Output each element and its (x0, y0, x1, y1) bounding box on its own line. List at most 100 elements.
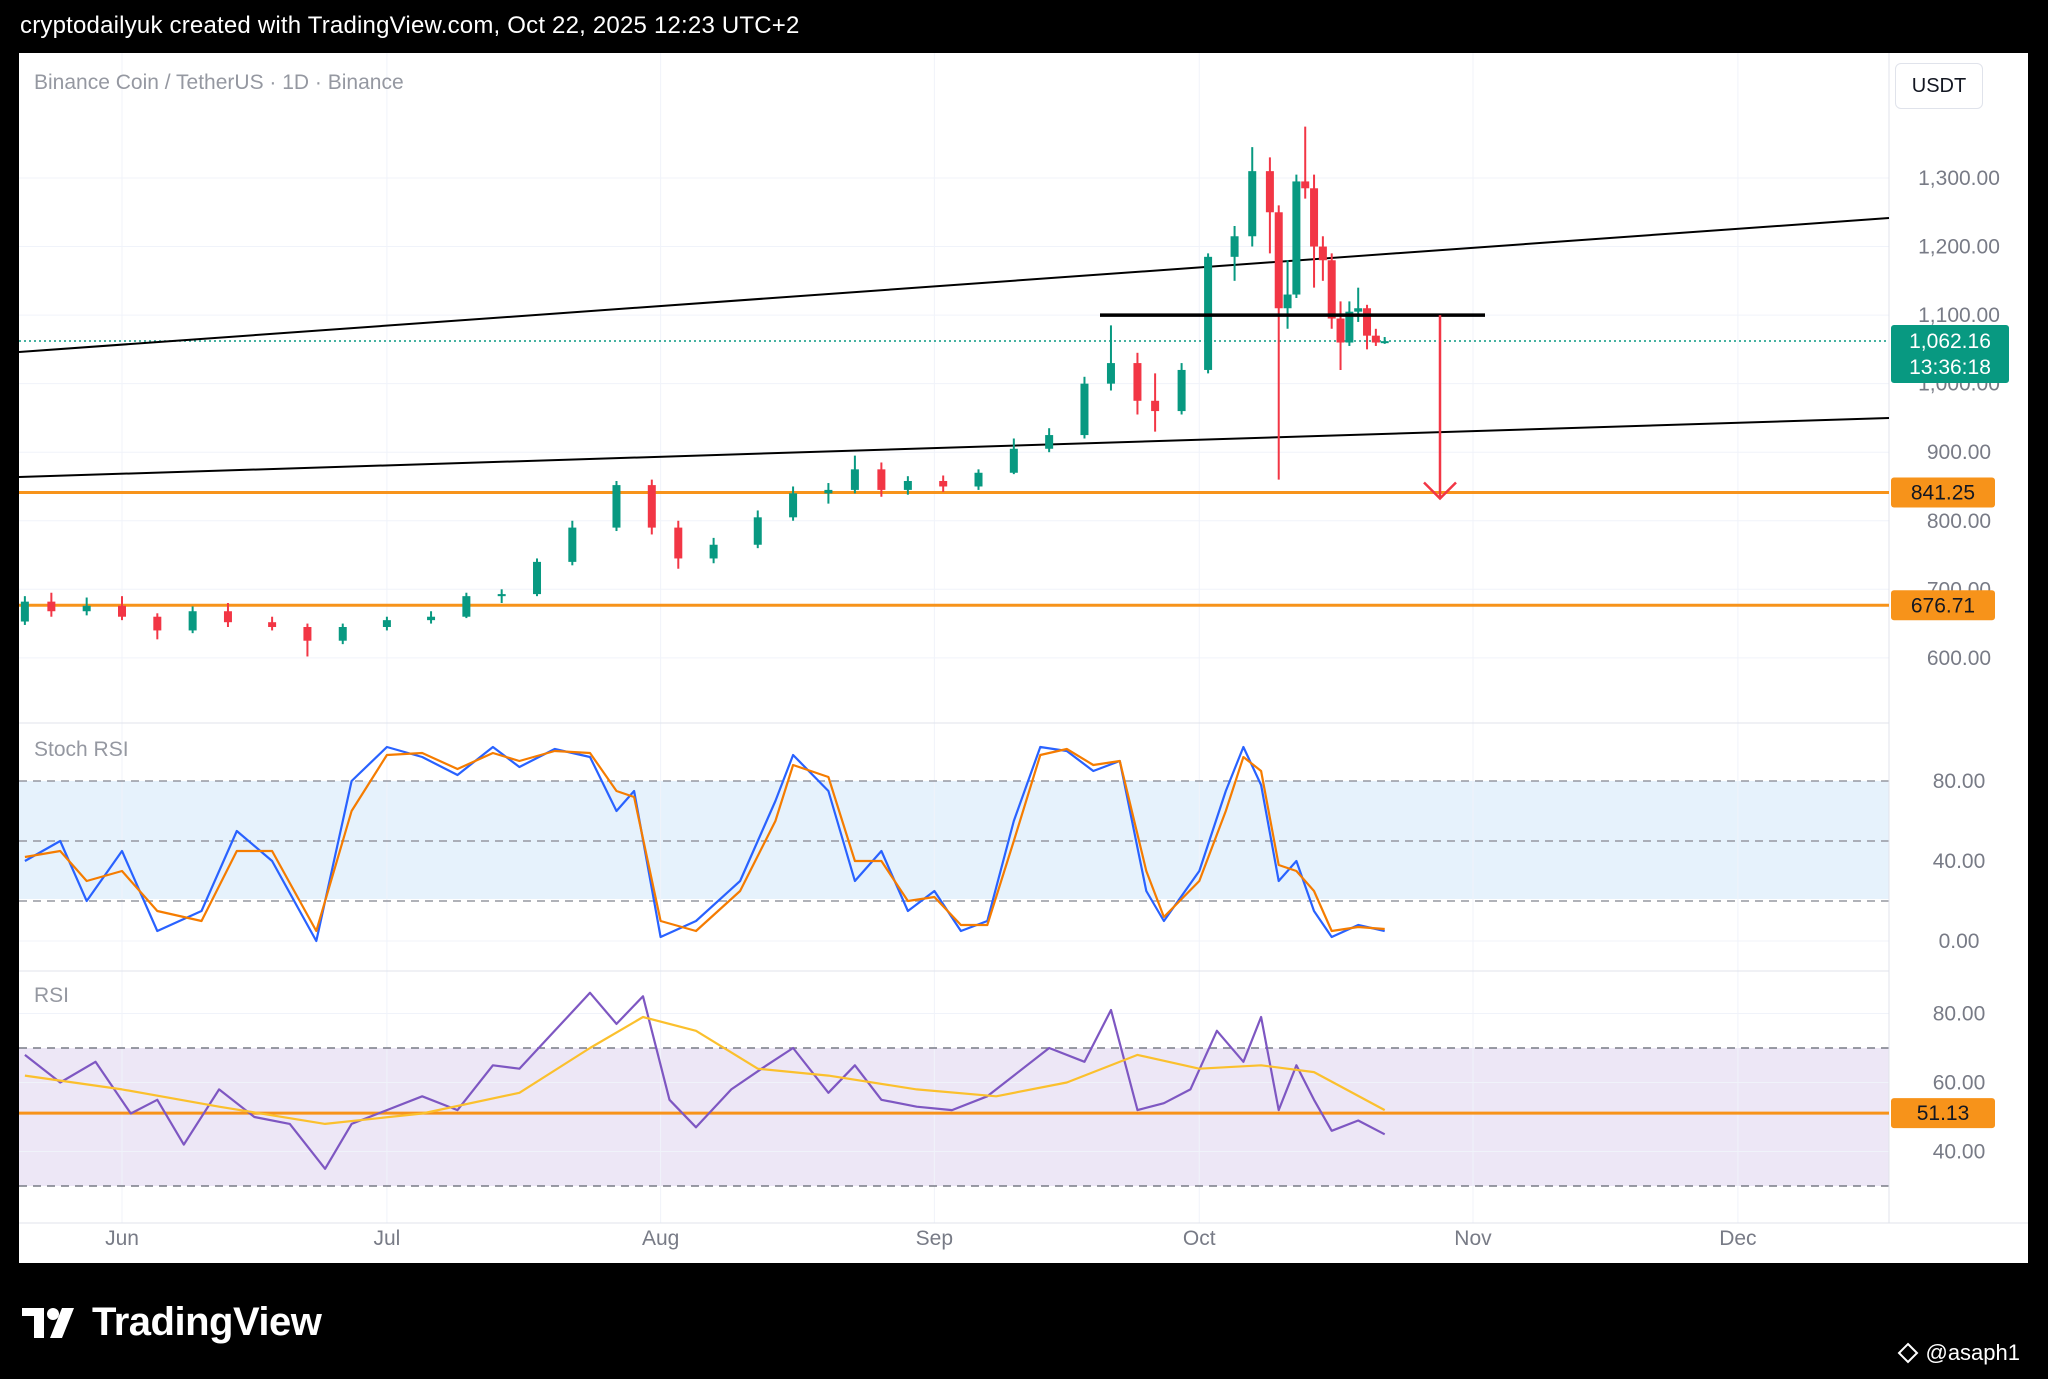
target-arrow (1423, 315, 1457, 501)
price-tick-label: 1,300.00 (1918, 167, 2000, 190)
candle-body (427, 616, 436, 621)
stoch-tick-label: 80.00 (1933, 770, 1986, 793)
candle-body (903, 480, 912, 490)
stoch-rsi-title: Stoch RSI (34, 738, 129, 761)
candle-body (877, 469, 886, 490)
candle-body (153, 616, 162, 631)
level-tag-bg (1891, 590, 1995, 621)
candle-body (188, 611, 197, 631)
candle-body (674, 527, 683, 559)
grid-lines (19, 53, 2028, 1224)
author-handle: @asaph1 (1925, 1340, 2020, 1365)
candle-body (1274, 212, 1283, 309)
candle-body (1106, 363, 1115, 384)
candle-body (1371, 335, 1380, 343)
time-tick-label: Oct (1183, 1227, 1216, 1250)
candle-body (824, 489, 833, 494)
candle-body (1009, 448, 1018, 473)
candle-body (647, 485, 656, 528)
time-tick-label: Nov (1454, 1227, 1492, 1250)
price-tags: 841.25 676.71 51.13 1,062.16 13:36:18 (1891, 325, 2009, 1129)
candle-body (753, 517, 762, 545)
level-tag-text: 676.71 (1911, 594, 1975, 617)
stoch-tick-label: 40.00 (1933, 850, 1986, 873)
rsi-series-2 (24, 1015, 1386, 1126)
currency-button[interactable]: USDT (1895, 63, 1983, 109)
stoch-rsi-band (19, 781, 1889, 899)
candle-body (533, 561, 542, 595)
stoch-rsi-series-2 (24, 747, 1385, 933)
candle-body (709, 544, 718, 559)
candle-body (1363, 308, 1372, 336)
author-credit: @asaph1 (1897, 1340, 2020, 1366)
price-axis: 1,300.001,200.001,100.001,000.00900.0080… (1918, 167, 2000, 1164)
time-tick-label: Dec (1719, 1227, 1756, 1250)
candle-body (974, 472, 983, 487)
candle-body (1230, 236, 1239, 257)
candle-body (1045, 435, 1054, 449)
price-tick-label: 900.00 (1927, 441, 1991, 464)
candle-body (939, 480, 948, 487)
chart-panel[interactable]: 1,300.00 1,200.00 1,100.00 1,000.00 900.00 80… (19, 53, 2028, 1263)
last-price-text: 1,062.16 (1909, 330, 1991, 353)
candle-body (1327, 260, 1336, 319)
countdown-text: 13:36:18 (1909, 356, 1991, 379)
price-tick-label: 600.00 (1927, 647, 1991, 670)
time-tick-label: Sep (916, 1227, 953, 1250)
candle-body (20, 601, 29, 622)
time-tick-label: Aug (642, 1227, 679, 1250)
rsi-series-1 (24, 991, 1386, 1170)
candle-body (1283, 294, 1292, 309)
candle-body (462, 596, 471, 617)
tradingview-logo: TradingView (22, 1300, 322, 1345)
candle-body (1265, 171, 1274, 213)
candle-body (1318, 246, 1327, 261)
stoch-tick-label: 0.00 (1939, 930, 1980, 953)
lower-trend-line (19, 417, 1890, 478)
candle-body (497, 594, 506, 597)
time-tick-label: Jul (373, 1227, 400, 1250)
candle-body (568, 527, 577, 562)
candle-body (612, 485, 621, 528)
rsi-tick-label: 40.00 (1933, 1141, 1986, 1164)
price-tick-label: 1,200.00 (1918, 236, 2000, 259)
chart-title: Binance Coin / TetherUS · 1D · Binance (34, 71, 404, 94)
arrow-head (1423, 481, 1457, 501)
price-tick-label: 1,100.00 (1918, 304, 2000, 327)
horizontal-levels (19, 490, 1889, 1115)
candle-body (1301, 181, 1310, 189)
candle-body (1151, 400, 1160, 412)
candle-body (1177, 369, 1186, 412)
level-tag-text: 841.25 (1911, 481, 1975, 504)
candle-body (1133, 363, 1142, 401)
stoch-rsi-series-1 (24, 745, 1385, 943)
rsi-value-tag-text: 51.13 (1917, 1102, 1970, 1125)
rsi-value-tag-bg (1891, 1098, 1995, 1129)
tradingview-logo-icon (22, 1307, 74, 1338)
chart-attribution: cryptodailyuk created with TradingView.c… (20, 12, 800, 39)
candle-body (223, 611, 232, 623)
candle-body (1248, 171, 1257, 237)
stoch-rsi-lines (24, 745, 1385, 943)
candle-body (303, 627, 312, 641)
candle-body (1310, 188, 1319, 247)
candle-body (82, 605, 91, 612)
chart-canvas[interactable]: 1,300.001,200.001,100.001,000.00900.0080… (19, 53, 2028, 1263)
rsi-tick-label: 60.00 (1933, 1072, 1986, 1095)
candle-body (1354, 308, 1363, 312)
candle-body (268, 622, 277, 628)
time-tick-label: Jun (105, 1227, 139, 1250)
candle-body (789, 493, 798, 518)
level-tag-bg (1891, 477, 1995, 508)
rsi-tick-label: 80.00 (1933, 1003, 1986, 1026)
last-price-tag-bg (1891, 325, 2009, 384)
candle-body (850, 469, 859, 490)
candle-body (1080, 383, 1089, 436)
diamond-icon (1898, 1342, 1919, 1364)
upper-trend-line (19, 217, 1890, 353)
candle-body (1336, 318, 1345, 343)
rsi-lines (24, 991, 1386, 1170)
candle-body (118, 605, 126, 617)
candles (20, 126, 1389, 657)
candle-body (1345, 311, 1354, 343)
